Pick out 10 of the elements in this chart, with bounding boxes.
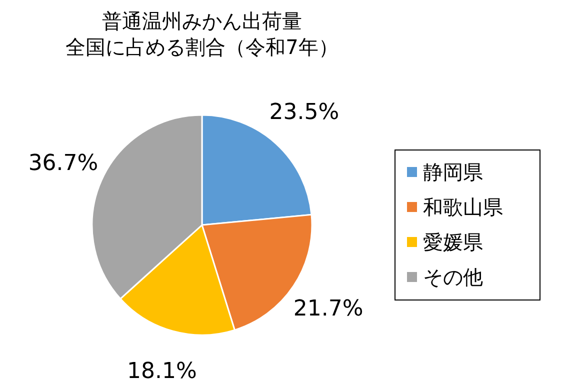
chart-subtitle: 全国に占める割合（令和7年）	[66, 35, 338, 59]
legend-label: その他	[423, 265, 483, 289]
legend-label: 和歌山県	[423, 195, 503, 219]
legend-label: 静岡県	[423, 160, 483, 184]
data-label: 23.5%	[269, 100, 340, 126]
data-label: 18.1%	[127, 358, 197, 384]
chart-title: 普通温州みかん出荷量	[102, 9, 302, 33]
legend-label: 愛媛県	[423, 230, 483, 254]
data-label: 21.7%	[293, 296, 364, 322]
data-label: 36.7%	[28, 150, 98, 176]
